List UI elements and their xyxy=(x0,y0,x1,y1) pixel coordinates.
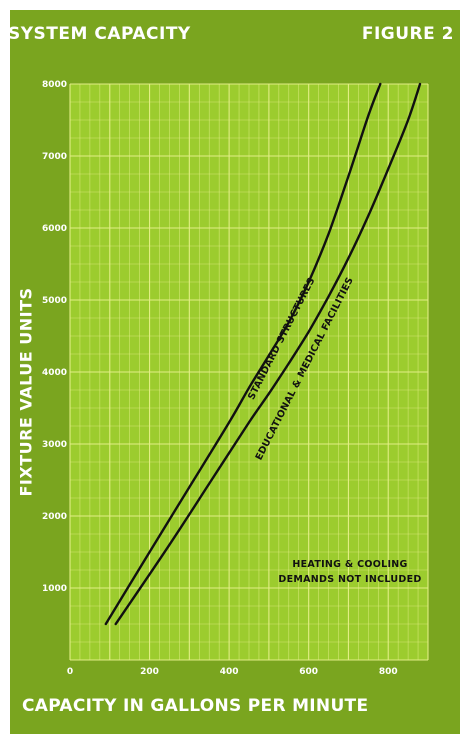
x-axis-label: CAPACITY IN GALLONS PER MINUTE xyxy=(22,696,369,716)
y-tick-label: 2000 xyxy=(42,512,67,522)
y-tick-label: 8000 xyxy=(42,80,67,90)
chart-title: SYSTEM CAPACITY xyxy=(8,24,191,44)
x-tick-label: 0 xyxy=(67,667,73,677)
y-tick-label: 4000 xyxy=(42,368,67,378)
y-tick-label: 7000 xyxy=(42,152,67,162)
x-tick-label: 800 xyxy=(379,667,398,677)
figure-label: FIGURE 2 xyxy=(361,24,454,44)
y-tick-label: 5000 xyxy=(42,296,67,306)
x-tick-label: 400 xyxy=(220,667,239,677)
series-line-standard-structures xyxy=(104,82,382,626)
y-tick-label: 3000 xyxy=(42,440,67,450)
y-tick-label: 1000 xyxy=(42,584,67,594)
annotation-line-1: HEATING & COOLING xyxy=(292,559,407,570)
grid xyxy=(69,83,429,661)
y-tick-label: 6000 xyxy=(42,224,67,234)
series-lines xyxy=(104,82,422,626)
series-line-educational-medical xyxy=(114,82,422,626)
x-tick-label: 600 xyxy=(299,667,318,677)
x-tick-label: 200 xyxy=(140,667,159,677)
annotation-line-2: DEMANDS NOT INCLUDED xyxy=(278,574,421,585)
axis-ticks: 0 200 400 600 800 1000 2000 3000 4000 5000 6000 700… xyxy=(42,80,398,677)
